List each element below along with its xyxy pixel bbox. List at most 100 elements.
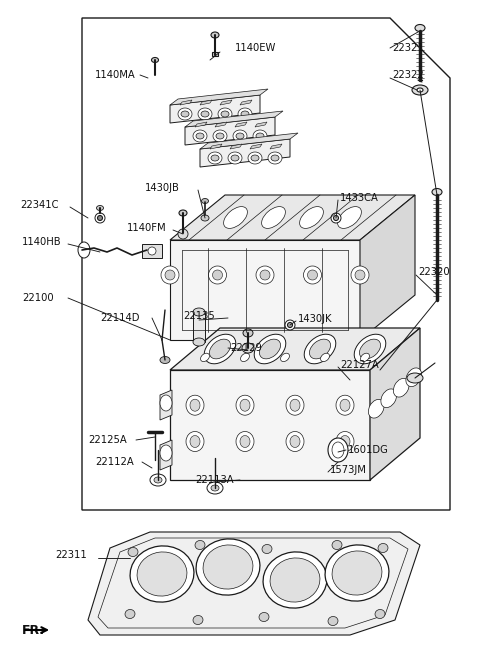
Text: 22320: 22320 [418, 267, 450, 277]
Ellipse shape [412, 85, 428, 95]
Ellipse shape [154, 477, 162, 483]
Ellipse shape [193, 616, 203, 624]
Ellipse shape [165, 270, 175, 280]
Text: 1430JB: 1430JB [145, 183, 180, 193]
Text: 22341C: 22341C [20, 200, 59, 210]
Ellipse shape [290, 436, 300, 447]
Ellipse shape [325, 545, 389, 601]
Bar [193, 312, 205, 342]
Text: 1140FM: 1140FM [127, 223, 167, 233]
Ellipse shape [378, 543, 388, 552]
Ellipse shape [190, 399, 200, 411]
Ellipse shape [236, 133, 244, 139]
Ellipse shape [208, 266, 227, 284]
Ellipse shape [248, 152, 262, 164]
Ellipse shape [211, 485, 219, 491]
Ellipse shape [78, 242, 90, 258]
Polygon shape [200, 133, 298, 149]
Polygon shape [180, 100, 192, 105]
Ellipse shape [161, 266, 179, 284]
Bar [212, 52, 218, 56]
Ellipse shape [213, 270, 223, 280]
Ellipse shape [262, 544, 272, 554]
Ellipse shape [260, 270, 270, 280]
Ellipse shape [211, 32, 219, 38]
Ellipse shape [160, 356, 170, 364]
Ellipse shape [218, 108, 232, 120]
Polygon shape [170, 95, 260, 123]
Ellipse shape [256, 266, 274, 284]
Polygon shape [98, 538, 408, 628]
Ellipse shape [360, 339, 381, 359]
Ellipse shape [268, 152, 282, 164]
Ellipse shape [160, 395, 172, 411]
Ellipse shape [233, 130, 247, 142]
Ellipse shape [432, 189, 442, 195]
Ellipse shape [193, 130, 207, 142]
Ellipse shape [336, 432, 354, 451]
Ellipse shape [213, 130, 227, 142]
Ellipse shape [256, 133, 264, 139]
Ellipse shape [381, 389, 396, 408]
Text: 1140HB: 1140HB [22, 237, 61, 247]
Ellipse shape [375, 609, 385, 618]
Ellipse shape [202, 199, 208, 203]
Ellipse shape [328, 438, 348, 462]
Text: 22322: 22322 [392, 70, 424, 80]
Polygon shape [200, 139, 290, 167]
Ellipse shape [97, 216, 103, 220]
Ellipse shape [178, 108, 192, 120]
Ellipse shape [304, 334, 336, 364]
Ellipse shape [270, 558, 320, 602]
Polygon shape [195, 122, 207, 127]
Polygon shape [170, 89, 268, 105]
Polygon shape [230, 144, 242, 149]
Ellipse shape [253, 130, 267, 142]
Ellipse shape [354, 334, 386, 364]
Text: 1573JM: 1573JM [330, 465, 367, 475]
Ellipse shape [236, 395, 254, 415]
Ellipse shape [178, 229, 188, 239]
Polygon shape [235, 122, 247, 127]
Ellipse shape [262, 207, 286, 228]
Polygon shape [170, 370, 370, 480]
Text: 22135: 22135 [183, 311, 215, 321]
Ellipse shape [236, 432, 254, 451]
Ellipse shape [321, 353, 329, 362]
Ellipse shape [186, 432, 204, 451]
Polygon shape [250, 144, 262, 149]
Ellipse shape [394, 378, 409, 397]
Polygon shape [160, 440, 172, 470]
Ellipse shape [95, 213, 105, 223]
Ellipse shape [303, 266, 322, 284]
Ellipse shape [186, 395, 204, 415]
Ellipse shape [288, 323, 292, 327]
Ellipse shape [271, 155, 279, 161]
Ellipse shape [417, 88, 423, 92]
Text: 22113A: 22113A [195, 475, 234, 485]
Polygon shape [185, 117, 275, 145]
Ellipse shape [280, 353, 289, 362]
Ellipse shape [332, 551, 382, 595]
Ellipse shape [290, 399, 300, 411]
Ellipse shape [179, 210, 187, 216]
Ellipse shape [204, 334, 236, 364]
Ellipse shape [332, 442, 344, 458]
Ellipse shape [228, 152, 242, 164]
Text: 22125A: 22125A [88, 435, 127, 445]
Ellipse shape [216, 133, 224, 139]
Polygon shape [270, 144, 282, 149]
Ellipse shape [286, 432, 304, 451]
Ellipse shape [160, 445, 172, 461]
Text: 22112A: 22112A [95, 457, 134, 467]
Polygon shape [360, 195, 415, 340]
Ellipse shape [211, 155, 219, 161]
Ellipse shape [96, 205, 104, 211]
Ellipse shape [240, 353, 250, 362]
Ellipse shape [203, 545, 253, 589]
Text: 1140EW: 1140EW [235, 43, 276, 53]
Ellipse shape [254, 334, 286, 364]
Ellipse shape [240, 399, 250, 411]
Ellipse shape [238, 108, 252, 120]
Polygon shape [170, 195, 415, 240]
